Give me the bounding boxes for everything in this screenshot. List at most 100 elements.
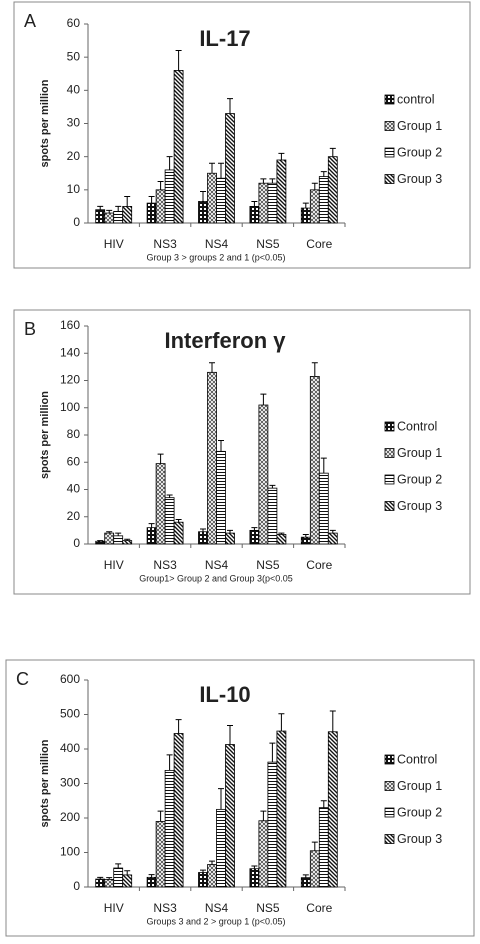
error-bar bbox=[106, 209, 113, 214]
y-tick-label: 160 bbox=[60, 318, 80, 332]
bar bbox=[164, 497, 175, 545]
y-tick-label: 200 bbox=[60, 810, 80, 824]
bar bbox=[95, 540, 106, 545]
bar bbox=[155, 463, 166, 545]
error-bar bbox=[311, 182, 318, 190]
y-tick-label: 60 bbox=[67, 454, 81, 468]
bar bbox=[300, 877, 311, 888]
y-axis-label: spots per million bbox=[39, 739, 51, 827]
legend-label: Group 2 bbox=[397, 472, 442, 486]
error-bar bbox=[302, 533, 309, 538]
bar bbox=[198, 201, 208, 224]
legend-label: control bbox=[397, 92, 435, 106]
error-bar bbox=[320, 171, 327, 177]
y-axis-label: spots per million bbox=[39, 79, 51, 167]
error-bar bbox=[278, 532, 285, 535]
bar bbox=[258, 182, 269, 224]
y-tick-label: 600 bbox=[60, 672, 80, 686]
legend-label: Group 2 bbox=[397, 805, 442, 819]
bar bbox=[122, 206, 133, 224]
y-tick-label: 20 bbox=[67, 149, 81, 163]
error-bar bbox=[329, 147, 336, 157]
y-tick-label: 300 bbox=[60, 776, 80, 790]
bar bbox=[318, 472, 329, 545]
bar bbox=[122, 540, 133, 545]
y-tick-label: 0 bbox=[73, 215, 80, 229]
bar bbox=[113, 535, 124, 545]
error-bar bbox=[218, 788, 224, 810]
legend-label: Group 1 bbox=[397, 779, 442, 793]
legend-swatch bbox=[384, 174, 395, 184]
x-tick-label: HIV bbox=[104, 237, 124, 251]
error-bar bbox=[227, 725, 233, 745]
error-bar bbox=[260, 810, 267, 821]
bar bbox=[267, 487, 278, 545]
bar bbox=[267, 182, 278, 224]
legend-swatch bbox=[384, 781, 395, 791]
error-bar bbox=[260, 178, 267, 184]
error-bar bbox=[269, 178, 276, 184]
legend-swatch bbox=[384, 94, 395, 105]
legend-swatch bbox=[384, 501, 395, 511]
panel-letter: B bbox=[24, 319, 36, 339]
bar bbox=[249, 868, 260, 888]
bar bbox=[318, 807, 329, 888]
y-tick-label: 40 bbox=[67, 482, 81, 496]
y-tick-label: 50 bbox=[67, 49, 81, 63]
error-bar bbox=[251, 527, 258, 531]
error-bar bbox=[166, 494, 173, 498]
bar bbox=[104, 879, 115, 888]
error-bar bbox=[311, 362, 318, 377]
bar bbox=[198, 872, 208, 888]
bar bbox=[225, 532, 235, 545]
error-bar bbox=[157, 453, 164, 464]
error-bar bbox=[124, 538, 131, 541]
panel-frame bbox=[13, 1, 471, 269]
bar bbox=[276, 534, 287, 545]
error-bar bbox=[175, 719, 182, 734]
error-bar bbox=[115, 532, 122, 536]
error-bar bbox=[175, 518, 182, 523]
error-bar bbox=[166, 156, 173, 170]
x-tick-label: Core bbox=[306, 558, 332, 572]
y-tick-label: 80 bbox=[67, 427, 81, 441]
footnote: Group 3 > groups 2 and 1 (p<0.05) bbox=[146, 252, 285, 262]
error-bar bbox=[302, 874, 309, 878]
bar bbox=[225, 744, 235, 888]
error-bar bbox=[106, 531, 113, 534]
error-bar bbox=[227, 529, 233, 534]
bar bbox=[327, 731, 338, 888]
error-bar bbox=[302, 202, 309, 209]
bar bbox=[318, 176, 329, 224]
bar bbox=[249, 206, 260, 224]
error-bar bbox=[148, 874, 155, 878]
bar bbox=[207, 864, 217, 888]
legend-label: Group 1 bbox=[397, 119, 442, 133]
bar bbox=[216, 450, 226, 545]
chart-title: IL-10 bbox=[199, 682, 250, 707]
x-tick-label: Core bbox=[306, 237, 332, 251]
panel-frame bbox=[13, 309, 471, 595]
bar bbox=[309, 189, 320, 224]
legend-label: Group 3 bbox=[397, 172, 442, 186]
error-bar bbox=[278, 152, 285, 160]
bar bbox=[104, 212, 115, 224]
bar bbox=[155, 189, 166, 224]
y-tick-label: 400 bbox=[60, 741, 80, 755]
bar bbox=[146, 876, 157, 888]
x-tick-label: NS5 bbox=[256, 901, 280, 915]
legend-swatch bbox=[384, 754, 395, 765]
error-bar bbox=[200, 190, 206, 202]
error-bar bbox=[278, 713, 285, 732]
error-bar bbox=[329, 710, 336, 732]
y-tick-label: 20 bbox=[67, 509, 81, 523]
legend-swatch bbox=[384, 147, 395, 158]
x-tick-label: NS3 bbox=[153, 237, 177, 251]
bar bbox=[95, 878, 106, 888]
y-tick-label: 500 bbox=[60, 707, 80, 721]
bar bbox=[113, 867, 124, 888]
bar bbox=[258, 820, 269, 888]
error-bar bbox=[227, 98, 233, 114]
chart-title: Interferon γ bbox=[164, 328, 286, 353]
